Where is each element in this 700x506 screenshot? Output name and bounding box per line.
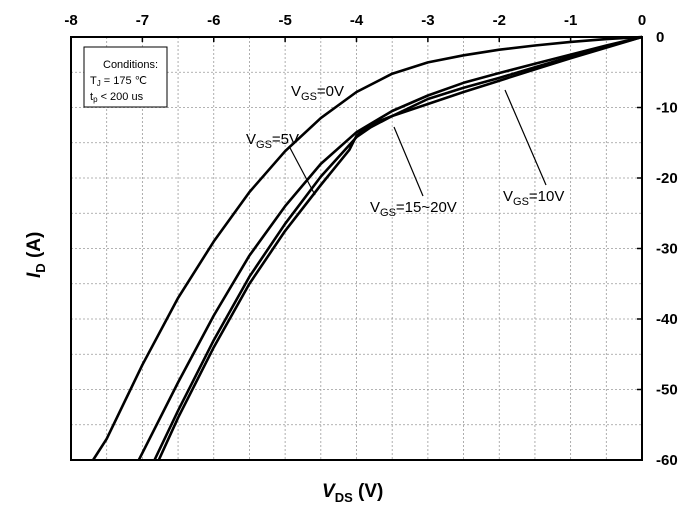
y-tick-label: 0 bbox=[656, 29, 664, 46]
curves bbox=[92, 35, 643, 461]
x-tick-label: -7 bbox=[136, 12, 149, 29]
leader-vgs10 bbox=[504, 89, 547, 186]
y-tick-label: -20 bbox=[656, 170, 678, 187]
series-label-vgs10: VGS=10V bbox=[503, 188, 564, 208]
y-ticks: 0 -10 -20 -30 -40 -50 -60 bbox=[637, 29, 678, 469]
x-tick-label: -6 bbox=[207, 12, 220, 29]
grid bbox=[71, 37, 642, 460]
leader-vgs1520 bbox=[393, 126, 424, 197]
leader-vgs5 bbox=[288, 145, 316, 196]
y-tick-label: -50 bbox=[656, 382, 678, 399]
x-ticks: -8 -7 -6 -5 -4 -3 -2 -1 0 bbox=[64, 12, 646, 42]
y-tick-label: -60 bbox=[656, 452, 678, 469]
x-tick-label: -8 bbox=[64, 12, 77, 29]
series-line-2 bbox=[153, 35, 643, 461]
y-tick-label: -40 bbox=[656, 311, 678, 328]
x-tick-label: -3 bbox=[421, 12, 434, 29]
conditions-pulse-width: tp < 200 us bbox=[90, 91, 144, 104]
y-tick-label: -10 bbox=[656, 100, 678, 117]
x-tick-label: 0 bbox=[638, 12, 646, 29]
conditions-title: Conditions: bbox=[103, 59, 158, 71]
x-tick-label: -5 bbox=[278, 12, 291, 29]
x-tick-label: -2 bbox=[493, 12, 506, 29]
series-line-1 bbox=[137, 35, 643, 461]
annotation-leaders bbox=[288, 89, 547, 197]
y-axis-title: ID (A) bbox=[24, 232, 48, 278]
y-tick-label: -30 bbox=[656, 241, 678, 258]
series-label-vgs0: VGS=0V bbox=[291, 83, 344, 103]
series-label-vgs5: VGS=5V bbox=[246, 131, 299, 151]
series-line-3 bbox=[157, 35, 643, 461]
series-label-vgs15-20: VGS=15~20V bbox=[370, 199, 457, 219]
conditions-temperature: TJ = 175 ℃ bbox=[90, 75, 147, 88]
x-tick-label: -1 bbox=[564, 12, 577, 29]
x-tick-label: -4 bbox=[350, 12, 364, 29]
conditions-box: Conditions: TJ = 175 ℃ tp < 200 us bbox=[83, 46, 168, 108]
x-axis-title: VDS (V) bbox=[322, 481, 383, 505]
series-line-0 bbox=[92, 35, 643, 461]
